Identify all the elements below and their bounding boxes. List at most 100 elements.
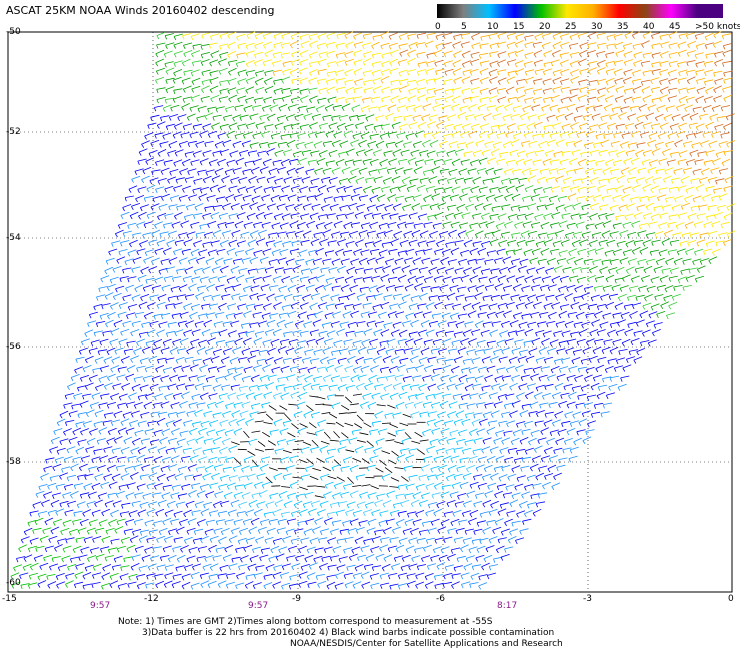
wind-barb	[109, 573, 119, 580]
wind-barb	[142, 284, 152, 292]
wind-barb	[344, 123, 354, 131]
wind-barb	[608, 383, 618, 391]
wind-barb	[290, 32, 300, 40]
wind-barb	[524, 35, 534, 41]
wind-barb	[515, 275, 525, 283]
wind-barb	[638, 223, 648, 230]
wind-barb	[543, 302, 553, 310]
wind-barb	[477, 103, 487, 112]
wind-barb	[438, 115, 448, 122]
wind-barb	[279, 222, 289, 230]
wind-barb	[217, 222, 227, 229]
wind-barb	[42, 527, 52, 535]
wind-barb	[345, 330, 355, 337]
wind-barb	[165, 330, 176, 338]
wind-barb	[533, 59, 543, 67]
wind-barb	[305, 168, 315, 176]
wind-barb	[549, 339, 559, 347]
wind-barb	[507, 330, 517, 337]
wind-barb	[553, 151, 563, 158]
wind-barb	[572, 178, 582, 185]
wind-barb	[635, 319, 645, 327]
wind-barb	[466, 490, 476, 498]
wind-barb	[536, 176, 546, 184]
wind-barb	[364, 382, 374, 391]
wind-barb	[248, 499, 258, 508]
wind-barb	[184, 564, 194, 571]
wind-barb	[412, 114, 422, 122]
wind-barb	[498, 240, 508, 247]
wind-barb	[225, 402, 235, 410]
wind-barb	[119, 511, 130, 518]
wind-barb	[317, 302, 327, 310]
wind-barb	[149, 294, 159, 301]
wind-barb	[255, 238, 265, 246]
wind-barb	[479, 43, 489, 50]
wind-barb	[331, 402, 341, 410]
wind-barb	[318, 537, 328, 544]
wind-barb	[289, 248, 299, 255]
wind-barb	[72, 519, 82, 526]
wind-barb	[120, 565, 130, 572]
wind-barb	[401, 437, 411, 445]
wind-barb	[444, 88, 454, 95]
wind-barb	[577, 366, 588, 373]
wind-barb	[516, 213, 526, 220]
wind-barb	[153, 482, 163, 490]
wind-barb	[398, 43, 408, 50]
wind-barb	[475, 139, 485, 147]
wind-barb	[316, 509, 326, 517]
wind-barb	[316, 42, 326, 50]
wind-barb	[265, 501, 275, 509]
wind-barb	[314, 131, 325, 138]
wind-barb	[547, 284, 557, 292]
wind-barb	[207, 249, 217, 257]
wind-barb	[489, 472, 499, 481]
wind-barb	[479, 60, 490, 67]
wind-barb	[130, 410, 140, 418]
wind-barb	[198, 339, 208, 347]
wind-barb	[272, 97, 282, 104]
wind-barb	[59, 410, 69, 419]
wind-barb	[720, 105, 731, 112]
wind-barb	[296, 221, 306, 230]
wind-barb	[127, 455, 137, 463]
wind-barb	[608, 267, 618, 274]
wind-barb	[488, 564, 499, 571]
wind-barb	[504, 338, 514, 345]
wind-barb	[309, 329, 319, 336]
wind-barb	[542, 158, 552, 166]
wind-barb	[319, 500, 329, 508]
wind-barb	[469, 393, 479, 400]
wind-barb	[252, 364, 262, 372]
wind-barb	[404, 432, 412, 440]
lon-label-9: -9	[292, 594, 301, 604]
wind-barb	[344, 50, 354, 58]
wind-barb	[210, 212, 220, 220]
wind-barb	[382, 500, 392, 508]
wind-barb	[306, 458, 314, 465]
wind-barb	[313, 375, 323, 383]
wind-barb	[669, 240, 680, 246]
wind-barb	[685, 186, 695, 194]
wind-barb	[49, 563, 59, 571]
wind-barb	[588, 239, 598, 248]
wind-barb	[245, 303, 256, 310]
wind-barb	[136, 483, 146, 491]
wind-barb	[446, 292, 456, 301]
wind-barb	[358, 139, 367, 148]
wind-barb	[395, 429, 405, 436]
lat-label-58: -58	[6, 457, 21, 467]
wind-barb	[40, 473, 49, 481]
wind-barb	[706, 214, 716, 221]
wind-barb	[253, 221, 263, 229]
wind-barb	[345, 97, 355, 104]
wind-barb	[117, 311, 127, 319]
wind-barb	[207, 337, 216, 345]
wind-barb	[389, 510, 400, 517]
wind-barb	[413, 311, 423, 319]
wind-barb	[453, 565, 463, 572]
wind-barb	[112, 500, 122, 508]
legend-label: 30	[591, 22, 603, 32]
wind-barb	[112, 383, 122, 390]
